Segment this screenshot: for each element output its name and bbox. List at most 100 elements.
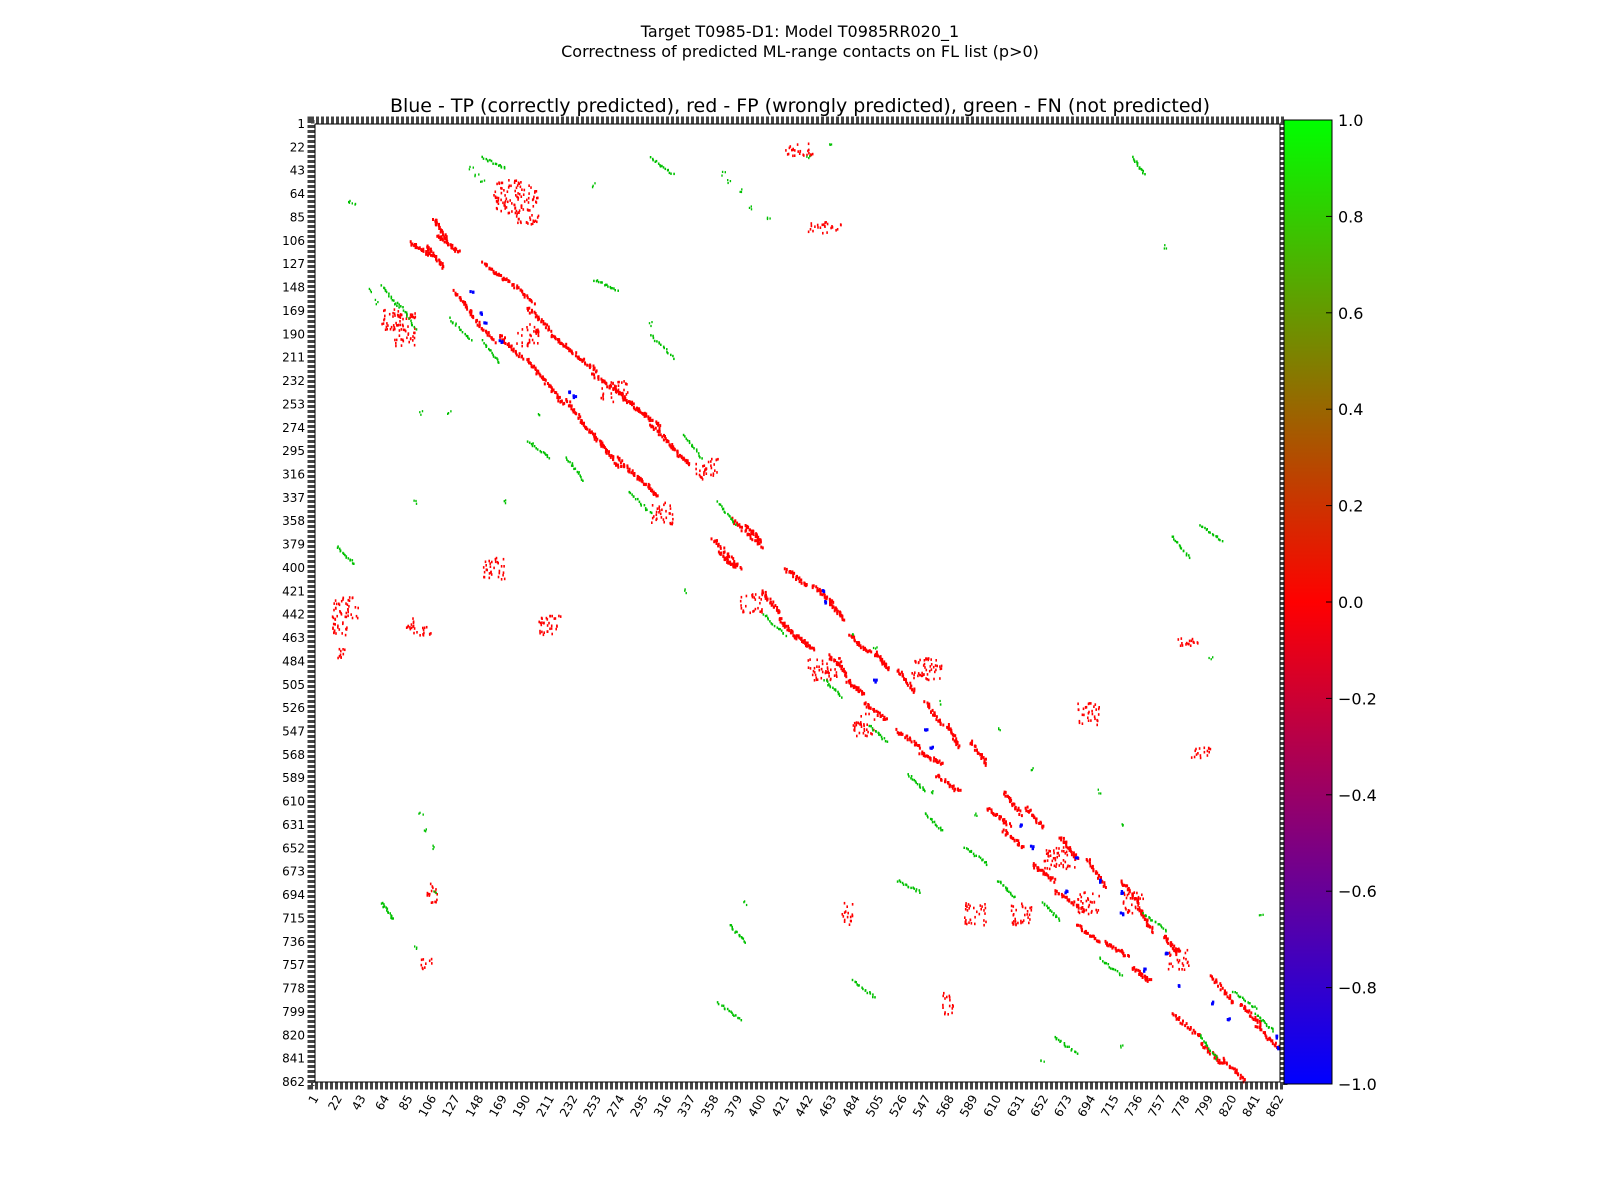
y-tick-label: 274 — [282, 421, 305, 435]
fn-contact-mark — [1242, 996, 1244, 999]
fp-contact-mark — [1019, 809, 1022, 813]
fp-contact-mark — [685, 458, 688, 462]
fn-contact-mark — [1265, 1024, 1268, 1028]
fp-contact-mark — [404, 328, 406, 332]
fp-contact-mark — [1181, 644, 1184, 647]
fp-contact-mark — [652, 425, 655, 429]
x-tick-label: 547 — [910, 1093, 934, 1120]
fn-contact-mark — [380, 284, 383, 287]
fn-contact-mark — [582, 479, 584, 482]
fn-contact-mark — [394, 302, 397, 305]
fp-contact-mark — [1172, 947, 1175, 951]
fp-contact-mark — [791, 630, 794, 634]
fp-contact-mark — [410, 315, 413, 318]
fn-contact-mark — [469, 165, 471, 168]
fn-contact-mark — [606, 283, 608, 287]
fp-contact-mark — [1038, 821, 1041, 825]
fp-contact-mark — [543, 378, 546, 382]
fp-contact-mark — [557, 395, 559, 399]
fp-contact-mark — [1120, 879, 1123, 883]
fp-contact-mark — [439, 263, 442, 267]
fp-contact-mark — [555, 391, 558, 395]
fn-contact-mark — [1048, 906, 1050, 910]
fp-contact-mark — [609, 455, 612, 459]
fp-contact-mark — [652, 428, 655, 431]
fp-contact-mark — [1091, 901, 1093, 904]
fp-contact-mark — [905, 680, 908, 684]
fp-contact-mark — [921, 674, 923, 678]
fp-contact-mark — [840, 667, 843, 671]
fp-contact-mark — [667, 440, 670, 444]
fp-contact-mark — [914, 671, 916, 674]
fp-contact-mark — [859, 646, 862, 650]
fn-contact-mark — [698, 454, 700, 458]
fn-contact-mark — [388, 292, 390, 295]
fp-contact-mark — [399, 316, 402, 319]
fp-contact-mark — [705, 467, 708, 470]
fp-contact-mark — [1024, 913, 1026, 917]
fp-contact-mark — [1011, 804, 1014, 808]
fp-contact-mark — [1087, 905, 1090, 909]
fn-contact-mark — [1234, 991, 1236, 994]
y-tick-label: 799 — [282, 1005, 305, 1019]
fp-contact-mark — [580, 419, 583, 422]
fp-contact-mark — [613, 461, 616, 465]
fp-contact-mark — [638, 409, 641, 413]
fp-contact-mark — [839, 614, 842, 618]
fp-contact-mark — [1134, 906, 1137, 910]
fp-contact-mark — [1168, 951, 1171, 955]
fn-contact-mark — [939, 826, 942, 829]
fp-contact-mark — [1207, 746, 1210, 750]
fp-contact-mark — [859, 688, 862, 692]
fp-contact-mark — [671, 521, 674, 524]
fp-contact-mark — [928, 706, 931, 710]
fp-contact-mark — [1037, 866, 1040, 870]
fp-contact-mark — [430, 957, 433, 961]
fn-contact-mark — [478, 173, 480, 176]
fp-contact-mark — [854, 685, 857, 689]
fp-contact-mark — [493, 271, 496, 275]
fp-contact-mark — [1077, 702, 1079, 706]
fn-contact-mark — [855, 981, 857, 984]
fn-contact-mark — [916, 783, 919, 786]
fp-contact-mark — [521, 344, 523, 348]
fn-contact-mark — [673, 357, 675, 361]
fp-contact-mark — [556, 624, 558, 628]
fp-contact-mark — [699, 469, 701, 473]
fp-contact-mark — [1022, 845, 1025, 849]
fp-contact-mark — [1061, 895, 1064, 899]
fp-contact-mark — [498, 571, 501, 575]
fp-contact-mark — [531, 338, 534, 342]
fp-contact-mark — [409, 316, 412, 319]
fp-contact-mark — [1141, 972, 1144, 976]
fp-contact-mark — [958, 744, 961, 748]
fp-contact-mark — [983, 919, 985, 922]
fp-contact-mark — [828, 653, 831, 657]
fp-contact-mark — [542, 322, 545, 326]
fp-contact-mark — [695, 472, 698, 476]
fn-contact-mark — [924, 789, 926, 793]
fp-contact-mark — [632, 402, 635, 406]
fp-contact-mark — [1143, 917, 1146, 921]
fp-contact-mark — [1061, 849, 1063, 853]
fp-contact-mark — [489, 565, 492, 568]
fp-contact-mark — [1151, 927, 1154, 930]
fp-contact-mark — [558, 614, 560, 618]
fn-contact-mark — [1180, 547, 1183, 550]
fn-contact-mark — [485, 157, 488, 161]
fp-contact-mark — [966, 905, 968, 908]
fp-contact-mark — [1215, 980, 1218, 984]
fp-contact-mark — [420, 963, 423, 967]
fp-contact-mark — [488, 572, 491, 575]
fn-contact-mark — [919, 786, 922, 789]
fp-contact-mark — [703, 464, 706, 467]
fn-contact-mark — [390, 914, 393, 918]
fn-contact-mark — [806, 155, 808, 158]
fp-contact-mark — [842, 668, 845, 672]
fp-contact-mark — [1104, 886, 1107, 889]
fp-contact-mark — [634, 408, 637, 412]
fn-contact-mark — [1005, 888, 1008, 891]
fp-contact-mark — [394, 314, 396, 317]
fp-contact-mark — [522, 357, 525, 361]
fn-contact-mark — [544, 452, 546, 455]
